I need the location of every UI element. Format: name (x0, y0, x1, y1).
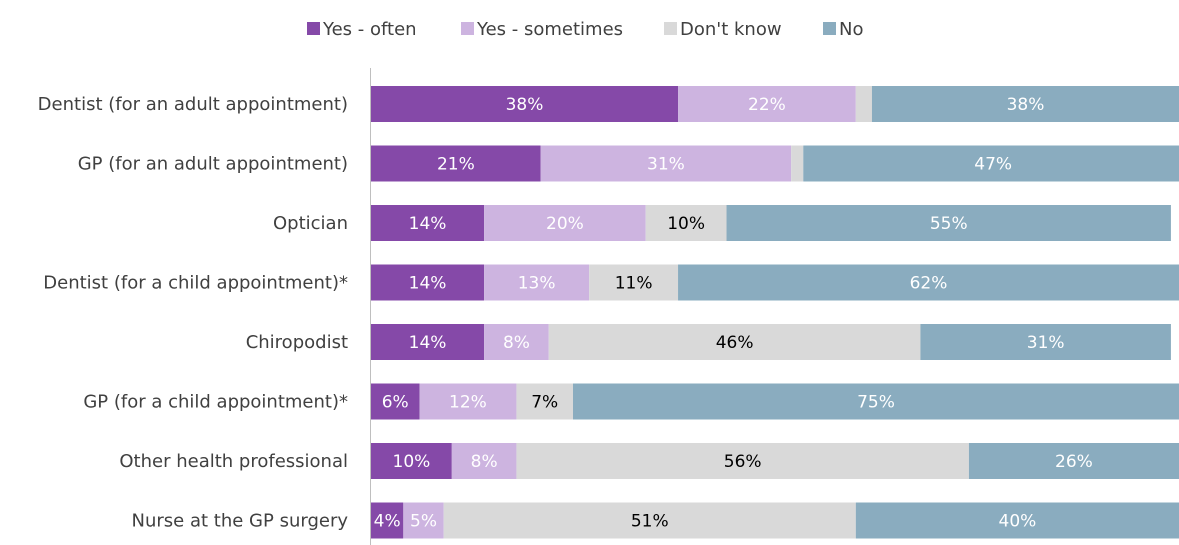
bar-segment-don-t-know (516, 383, 573, 420)
bar-segment-yes-often (371, 383, 420, 420)
data-label: 11% (615, 274, 653, 294)
data-label: 20% (546, 214, 584, 234)
data-label: 5% (410, 512, 437, 532)
data-label: 31% (647, 155, 685, 175)
bar-segment-don-t-know (791, 145, 804, 182)
category-label: Nurse at the GP surgery (132, 511, 349, 532)
bar-row: 21% 31% 47% (371, 145, 1179, 182)
bar-segment-yes-often (371, 86, 679, 122)
legend-swatch-don-t-know (664, 22, 677, 35)
bar-segment-no (920, 324, 1171, 360)
bar-segment-yes-sometimes (484, 264, 590, 301)
bar-row: 6% 12% 7% 75% (371, 383, 1179, 420)
bar-row: 14% 8% 46% 31% (371, 324, 1171, 360)
data-label: 10% (667, 214, 705, 234)
category-label: Optician (273, 213, 348, 234)
bar-segment-don-t-know (645, 205, 727, 241)
bar-segment-yes-sometimes (484, 324, 549, 360)
data-label: 62% (910, 274, 948, 294)
bar-segment-yes-often (371, 502, 404, 539)
bar-row: 38% 22% 38% (371, 86, 1179, 122)
bar-segment-yes-often (371, 324, 485, 360)
legend: Yes - often Yes - sometimes Don't know No (307, 19, 863, 40)
bar-segment-don-t-know (855, 86, 872, 122)
data-label: 46% (716, 333, 754, 353)
data-label: 8% (503, 333, 530, 353)
bar-segment-yes-sometimes (678, 86, 856, 122)
data-label: 51% (631, 512, 669, 532)
data-label: 21% (437, 155, 475, 175)
data-label: 38% (506, 95, 544, 115)
data-label: 12% (449, 393, 487, 413)
bar-segment-no (678, 264, 1179, 301)
category-label: GP (for an adult appointment) (78, 154, 348, 175)
bar-segment-yes-often (371, 443, 452, 479)
legend-label-don-t-know: Don't know (680, 19, 782, 40)
bar-segment-yes-sometimes (403, 502, 444, 539)
data-label: 38% (1007, 95, 1045, 115)
data-label: 22% (748, 95, 786, 115)
data-label: 40% (999, 512, 1037, 532)
data-label: 13% (518, 274, 556, 294)
data-label: 14% (409, 333, 447, 353)
bar-row: 14% 20% 10% 55% (371, 205, 1171, 241)
bar-row: 10% 8% 56% 26% (371, 443, 1179, 479)
data-label: 55% (930, 214, 968, 234)
data-label: 14% (409, 214, 447, 234)
bar-segment-don-t-know (443, 502, 856, 539)
bar-segment-don-t-know (548, 324, 921, 360)
bar-segment-no (968, 443, 1179, 479)
bar-segment-don-t-know (516, 443, 969, 479)
legend-label-yes-often: Yes - often (322, 19, 417, 40)
bar-row: 4% 5% 51% 40% (371, 502, 1179, 539)
category-label: Dentist (for an adult appointment) (38, 94, 348, 115)
category-label: GP (for a child appointment)* (83, 392, 348, 413)
bar-segment-no (871, 86, 1179, 122)
bar-segment-yes-sometimes (484, 205, 646, 241)
bar-segment-yes-sometimes (451, 443, 517, 479)
bar-segment-no (726, 205, 1171, 241)
data-label: 26% (1055, 452, 1093, 472)
legend-swatch-no (823, 22, 836, 35)
bar-segment-no (803, 145, 1179, 182)
bar-segment-don-t-know (589, 264, 679, 301)
data-label: 56% (724, 452, 762, 472)
category-axis: Dentist (for an adult appointment) GP (fo… (38, 94, 349, 532)
bar-row: 14% 13% 11% 62% (371, 264, 1179, 301)
data-label: 10% (393, 452, 431, 472)
data-label: 8% (471, 452, 498, 472)
data-label: 6% (382, 393, 409, 413)
data-label: 31% (1027, 333, 1065, 353)
legend-label-yes-sometimes: Yes - sometimes (476, 19, 623, 40)
category-label: Dentist (for a child appointment)* (43, 273, 348, 294)
data-label: 4% (374, 512, 401, 532)
data-label: 14% (409, 274, 447, 294)
bar-segment-yes-often (371, 145, 541, 182)
legend-swatch-yes-often (307, 22, 320, 35)
category-label: Other health professional (119, 451, 348, 472)
bar-segment-yes-often (371, 264, 485, 301)
legend-label-no: No (839, 19, 863, 40)
bar-segment-yes-sometimes (540, 145, 792, 182)
legend-swatch-yes-sometimes (461, 22, 474, 35)
bar-segment-no (573, 383, 1179, 420)
bar-segment-no (855, 502, 1179, 539)
bars: 38% 22% 38% 21% 31% 47% 14% 20% 10% 55% 14% 13% 11% 6… (371, 86, 1179, 539)
bar-segment-yes-sometimes (419, 383, 517, 420)
data-label: 75% (857, 393, 895, 413)
data-label: 47% (974, 155, 1012, 175)
bar-segment-yes-often (371, 205, 485, 241)
category-label: Chiropodist (246, 332, 348, 353)
data-label: 7% (531, 393, 558, 413)
